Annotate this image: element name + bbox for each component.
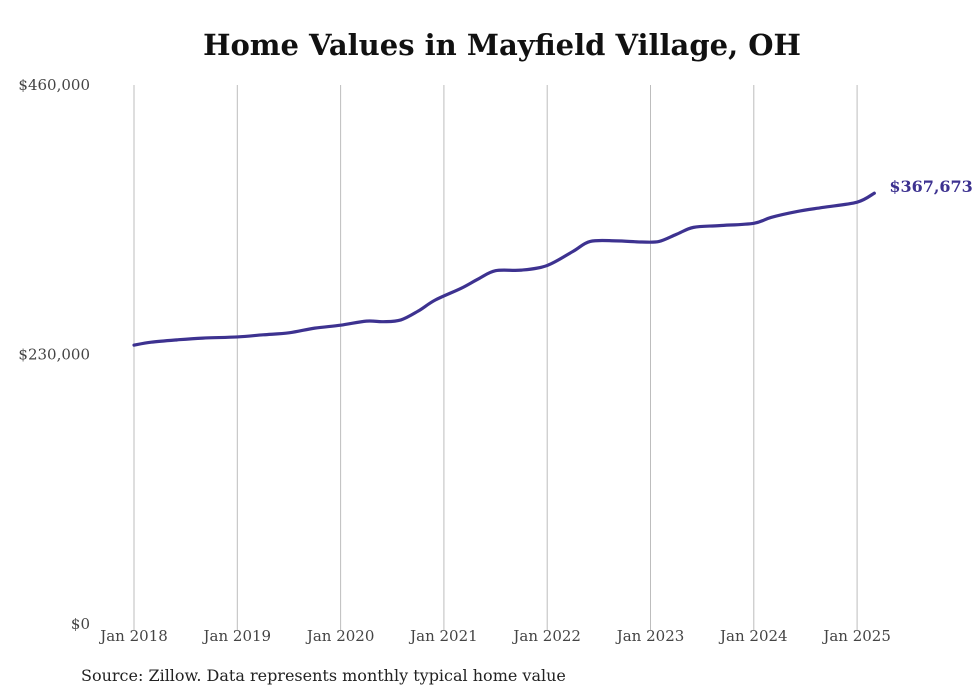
x-tick-label-4: Jan 2022 [511,627,581,645]
end-value-label: $367,673 [889,177,973,196]
y-axis-ticks: $460,000 $230,000 $0 [18,76,90,633]
series-line-0 [132,191,876,347]
x-axis-ticks: Jan 2018 Jan 2019 Jan 2020 Jan 2021 Jan 2022… [98,627,891,645]
chart-title: Home Values in Mayfield Village, OH [203,28,801,62]
y-tick-label-1: $230,000 [18,346,90,364]
grid-lines [133,85,858,630]
x-tick-label-5: Jan 2023 [615,627,685,645]
x-tick-label-0: Jan 2018 [98,627,168,645]
x-tick-label-1: Jan 2019 [202,627,272,645]
data-labels: $367,673 [889,177,973,196]
series-lines [132,191,876,347]
x-tick-label-3: Jan 2021 [408,627,478,645]
y-tick-label-2: $0 [71,615,90,633]
source-note: Source: Zillow. Data represents monthly … [81,666,566,685]
y-tick-label-0: $460,000 [18,76,90,94]
x-tick-label-7: Jan 2025 [821,627,891,645]
x-tick-label-6: Jan 2024 [718,627,788,645]
x-tick-label-2: Jan 2020 [305,627,375,645]
